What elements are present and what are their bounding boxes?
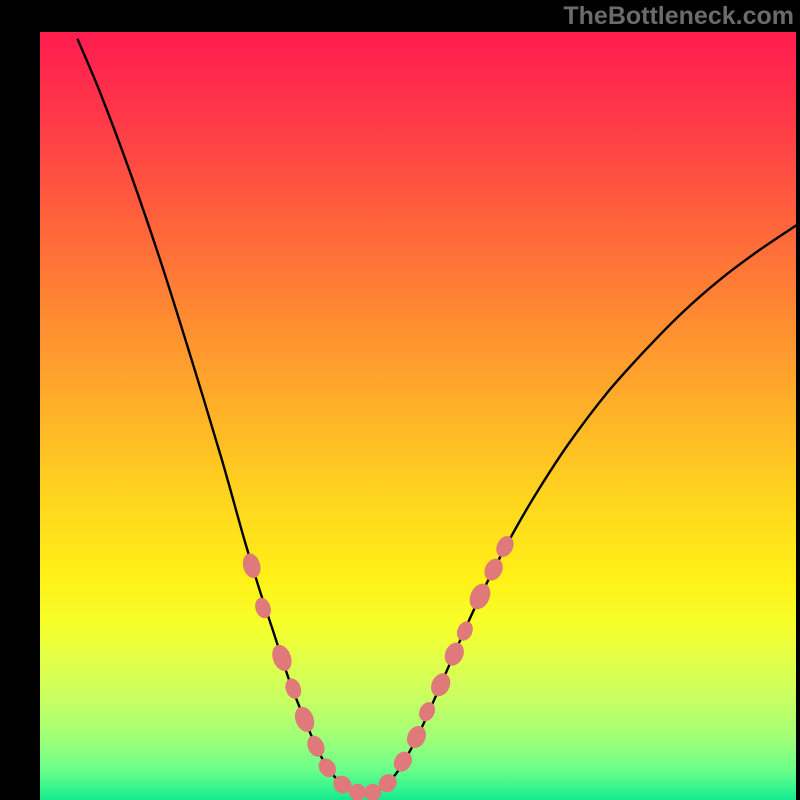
watermark-text: TheBottleneck.com (563, 2, 794, 31)
chart-container: TheBottleneck.com (0, 0, 800, 800)
gradient-background (40, 32, 796, 800)
plot-svg (0, 0, 800, 800)
